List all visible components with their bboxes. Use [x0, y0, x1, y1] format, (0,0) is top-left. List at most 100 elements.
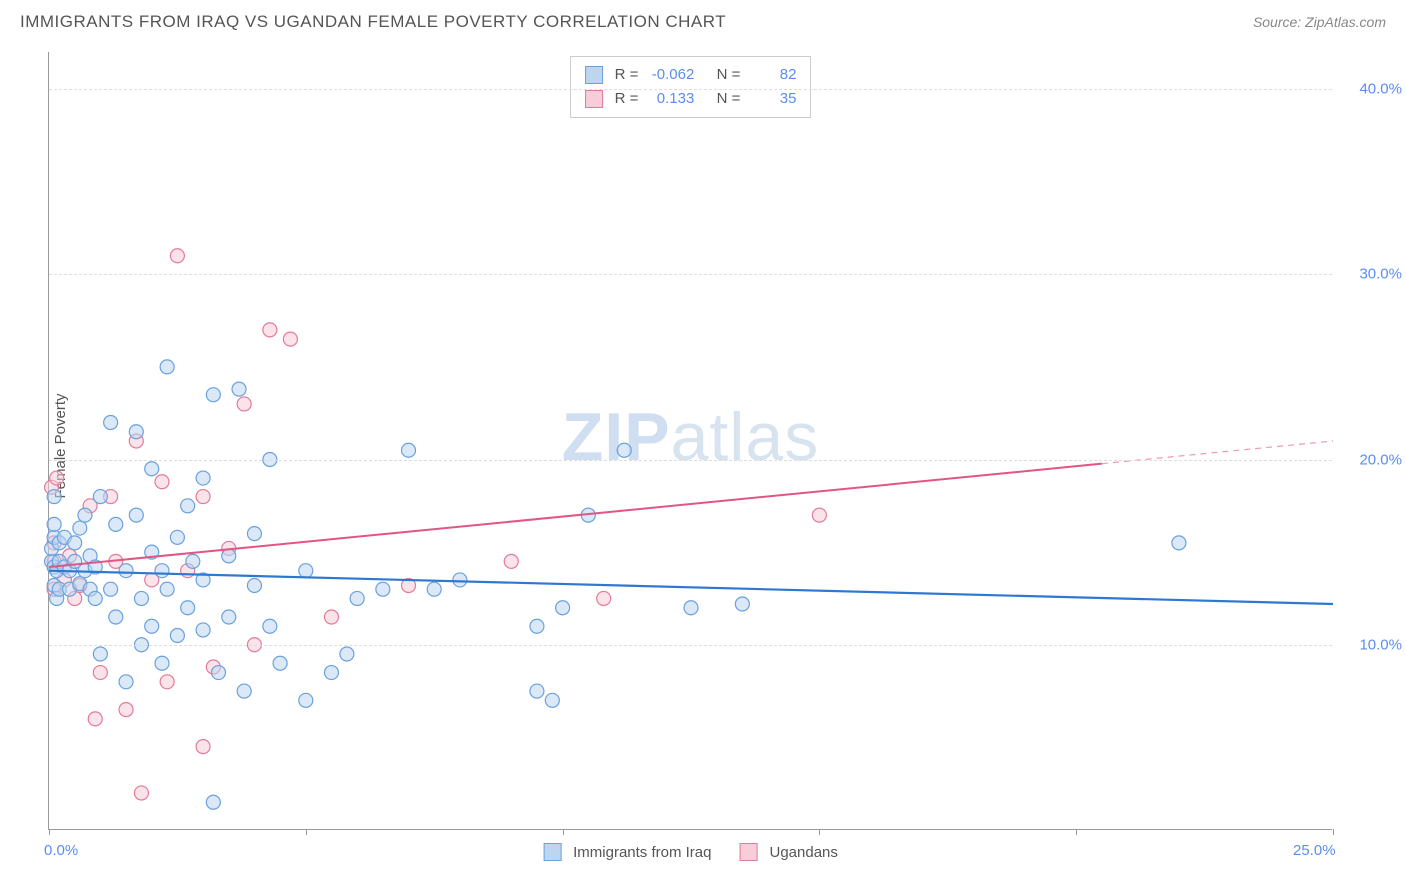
data-point: [73, 521, 87, 535]
legend-series-label-1: Ugandans: [769, 844, 837, 861]
legend-series-label-0: Immigrants from Iraq: [573, 844, 711, 861]
data-point: [206, 795, 220, 809]
data-point: [232, 382, 246, 396]
x-tick-label: 0.0%: [44, 842, 78, 859]
data-point: [196, 740, 210, 754]
y-tick-label: 10.0%: [1359, 636, 1402, 653]
legend-r-label-0: R =: [615, 63, 639, 87]
data-point: [47, 517, 61, 531]
data-point: [504, 554, 518, 568]
data-point: [597, 591, 611, 605]
data-point: [119, 703, 133, 717]
data-point: [299, 564, 313, 578]
data-point: [119, 675, 133, 689]
legend-swatch-1: [585, 90, 603, 108]
trend-line: [49, 571, 1333, 604]
data-point: [283, 332, 297, 346]
gridline: [49, 274, 1332, 275]
data-point: [263, 619, 277, 633]
data-point: [68, 536, 82, 550]
data-point: [88, 591, 102, 605]
data-point: [88, 712, 102, 726]
data-point: [684, 601, 698, 615]
data-point: [299, 693, 313, 707]
data-point: [160, 675, 174, 689]
data-point: [93, 490, 107, 504]
data-point: [247, 527, 261, 541]
data-point: [129, 508, 143, 522]
gridline: [49, 89, 1332, 90]
data-point: [427, 582, 441, 596]
scatter-svg: [49, 52, 1332, 829]
data-point: [104, 415, 118, 429]
y-tick-label: 20.0%: [1359, 451, 1402, 468]
data-point: [104, 582, 118, 596]
legend-r-value-1: 0.133: [644, 87, 694, 111]
legend-row-0: R = -0.062 N = 82: [585, 63, 797, 87]
x-tick-label: 25.0%: [1293, 842, 1336, 859]
data-point: [93, 647, 107, 661]
data-point: [324, 610, 338, 624]
data-point: [1172, 536, 1186, 550]
data-point: [530, 684, 544, 698]
data-point: [196, 471, 210, 485]
data-point: [129, 425, 143, 439]
legend-series-item-1: Ugandans: [739, 843, 837, 861]
data-point: [545, 693, 559, 707]
x-tick: [1076, 829, 1077, 835]
data-point: [78, 508, 92, 522]
data-point: [237, 684, 251, 698]
data-point: [181, 601, 195, 615]
data-point: [350, 591, 364, 605]
legend-swatch-0: [585, 66, 603, 84]
data-point: [93, 666, 107, 680]
data-point: [247, 578, 261, 592]
chart-source: Source: ZipAtlas.com: [1253, 14, 1386, 30]
data-point: [160, 360, 174, 374]
legend-row-1: R = 0.133 N = 35: [585, 87, 797, 111]
gridline: [49, 645, 1332, 646]
legend-r-value-0: -0.062: [644, 63, 694, 87]
data-point: [155, 564, 169, 578]
data-point: [206, 388, 220, 402]
data-point: [186, 554, 200, 568]
data-point: [170, 530, 184, 544]
data-point: [530, 619, 544, 633]
x-tick: [49, 829, 50, 835]
data-point: [134, 786, 148, 800]
data-point: [109, 517, 123, 531]
legend-n-value-0: 82: [746, 63, 796, 87]
chart-header: IMMIGRANTS FROM IRAQ VS UGANDAN FEMALE P…: [0, 0, 1406, 38]
x-tick: [1333, 829, 1334, 835]
data-point: [47, 490, 61, 504]
data-point: [222, 549, 236, 563]
data-point: [556, 601, 570, 615]
x-tick: [819, 829, 820, 835]
legend-series-swatch-1: [739, 843, 757, 861]
y-tick-label: 30.0%: [1359, 266, 1402, 283]
data-point: [211, 666, 225, 680]
data-point: [324, 666, 338, 680]
chart-title: IMMIGRANTS FROM IRAQ VS UGANDAN FEMALE P…: [20, 12, 726, 32]
legend-series-item-0: Immigrants from Iraq: [543, 843, 711, 861]
legend-n-label-0: N =: [717, 63, 741, 87]
x-tick: [563, 829, 564, 835]
data-point: [181, 499, 195, 513]
data-point: [812, 508, 826, 522]
data-point: [196, 490, 210, 504]
y-tick-label: 40.0%: [1359, 81, 1402, 98]
data-point: [340, 647, 354, 661]
data-point: [170, 629, 184, 643]
gridline: [49, 460, 1332, 461]
data-point: [735, 597, 749, 611]
data-point: [155, 475, 169, 489]
data-point: [617, 443, 631, 457]
data-point: [50, 471, 64, 485]
data-point: [237, 397, 251, 411]
legend-r-label-1: R =: [615, 87, 639, 111]
data-point: [402, 443, 416, 457]
data-point: [273, 656, 287, 670]
data-point: [155, 656, 169, 670]
data-point: [134, 591, 148, 605]
data-point: [222, 610, 236, 624]
